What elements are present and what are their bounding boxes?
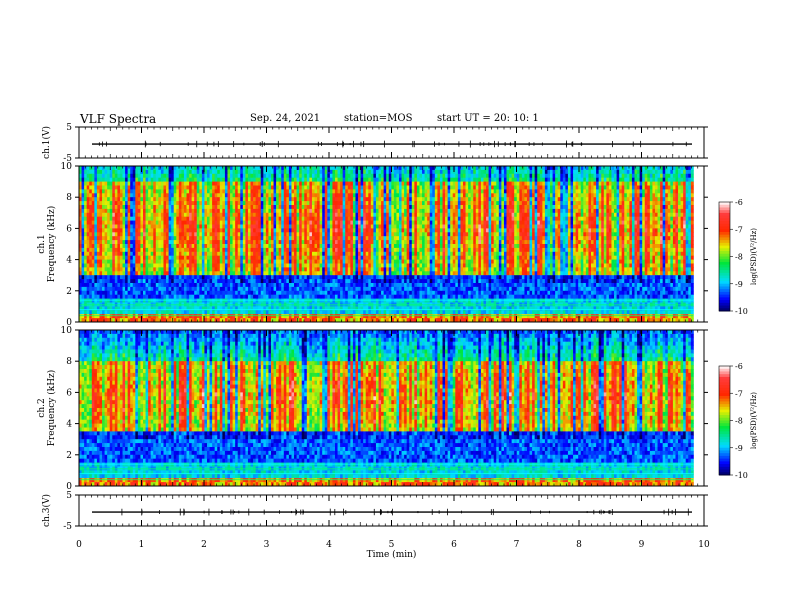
ch1-waveform-ytick: -5 bbox=[63, 154, 72, 164]
ch2-spectrogram-ylabel: ch.2 bbox=[37, 398, 47, 417]
ch1-spectrogram-colorbar-tick: -7 bbox=[735, 225, 743, 234]
station-label: station=MOS bbox=[344, 113, 412, 124]
ch2-spectrogram-panel: -6 -7 -8 -9 -10 log(PSD)(V²/Hz) 0 2 4 6 8 10 ch.2 Fre… bbox=[37, 326, 758, 492]
ch2-spectrogram-ylabel: Frequency (kHz) bbox=[46, 370, 57, 447]
ch2-spectrogram-image bbox=[79, 330, 694, 487]
ch1-spectrogram-ylabel: Frequency (kHz) bbox=[46, 206, 57, 283]
figure-title: VLF Spectra bbox=[80, 112, 156, 126]
ch1-spectrogram-ytick: 6 bbox=[66, 224, 72, 234]
ch2-spectrogram-ytick: 10 bbox=[61, 326, 73, 336]
ch2-spectrogram-colorbar: -6 -7 -8 -9 -10 log(PSD)(V²/Hz) bbox=[718, 362, 758, 480]
x-tick-label: 3 bbox=[264, 540, 270, 550]
ch3-waveform-ytick: 5 bbox=[66, 491, 72, 501]
ch2-spectrogram-colorbar-tick: -9 bbox=[735, 444, 743, 453]
x-tick-label: 0 bbox=[76, 540, 82, 550]
ch1-spectrogram-colorbar-label: log(PSD)(V²/Hz) bbox=[750, 228, 758, 285]
ch1-spectrogram-ytick: 0 bbox=[66, 318, 72, 328]
x-tick-label: 9 bbox=[639, 540, 645, 550]
ch1-waveform-panel: 5 -5 ch.1(V) bbox=[41, 123, 708, 164]
x-tick-label: 4 bbox=[326, 540, 332, 550]
x-tick-label: 8 bbox=[576, 540, 582, 550]
ch1-spectrogram-ylabel: ch.1 bbox=[37, 234, 47, 253]
ch1-waveform-ytick: 5 bbox=[66, 123, 72, 133]
date-label: Sep. 24, 2021 bbox=[250, 113, 320, 124]
ch1-spectrogram-colorbar-tick: -10 bbox=[735, 307, 748, 316]
ch1-spectrogram-colorbar-tick: -6 bbox=[735, 198, 743, 207]
ch2-spectrogram-colorbar-tick: -8 bbox=[735, 417, 743, 426]
ch1-spectrogram-ytick: 8 bbox=[66, 193, 72, 203]
ch2-spectrogram-colorbar-label: log(PSD)(V²/Hz) bbox=[750, 392, 758, 449]
ch2-spectrogram-ytick: 6 bbox=[66, 388, 72, 398]
x-tick-label: 1 bbox=[139, 540, 145, 550]
x-tick-label: 6 bbox=[451, 540, 457, 550]
ch3-waveform-ytick: -5 bbox=[63, 522, 72, 532]
ch1-spectrogram-image bbox=[79, 166, 694, 323]
ch1-spectrogram-ytick: 4 bbox=[66, 256, 72, 266]
ch1-spectrogram-colorbar: -6 -7 -8 -9 -10 log(PSD)(V²/Hz) bbox=[718, 198, 758, 316]
ch1-spectrogram-ytick: 10 bbox=[61, 162, 73, 172]
ch3-waveform-panel: 5 -5 ch.3(V) bbox=[41, 491, 708, 532]
ch3-waveform-ylabel: ch.3(V) bbox=[41, 494, 52, 527]
x-axis-label: Time (min) bbox=[367, 549, 417, 560]
x-axis: 0 1 2 3 4 5 6 7 8 9 10 Time (min) bbox=[76, 540, 710, 560]
x-tick-label: 10 bbox=[698, 540, 710, 550]
ch2-spectrogram-ytick: 4 bbox=[66, 420, 72, 430]
ch2-spectrogram-colorbar-tick: -7 bbox=[735, 389, 743, 398]
ch2-spectrogram-ytick: 8 bbox=[66, 357, 72, 367]
ch2-spectrogram-colorbar-tick: -10 bbox=[735, 471, 748, 480]
x-tick-label: 5 bbox=[389, 540, 395, 550]
ch1-waveform-ylabel: ch.1(V) bbox=[41, 126, 52, 159]
ch1-spectrogram-colorbar-tick: -8 bbox=[735, 253, 743, 262]
ch2-spectrogram-ytick: 2 bbox=[66, 451, 72, 461]
ch2-spectrogram-colorbar-tick: -6 bbox=[735, 362, 743, 371]
ch2-spectrogram-ytick: 0 bbox=[66, 482, 72, 492]
ch3-waveform-trace bbox=[92, 508, 692, 516]
ch1-spectrogram-panel: -6 -7 -8 -9 -10 log(PSD)(V²/Hz) 0 2 4 6 8 10 ch.1 Fre… bbox=[37, 162, 758, 328]
x-tick-label: 2 bbox=[201, 540, 207, 550]
ch1-spectrogram-ytick: 2 bbox=[66, 287, 72, 297]
x-tick-label: 7 bbox=[514, 540, 520, 550]
ch1-spectrogram-colorbar-tick: -9 bbox=[735, 280, 743, 289]
start-time-label: start UT = 20: 10: 1 bbox=[437, 113, 539, 124]
ch1-waveform-trace bbox=[92, 140, 692, 148]
